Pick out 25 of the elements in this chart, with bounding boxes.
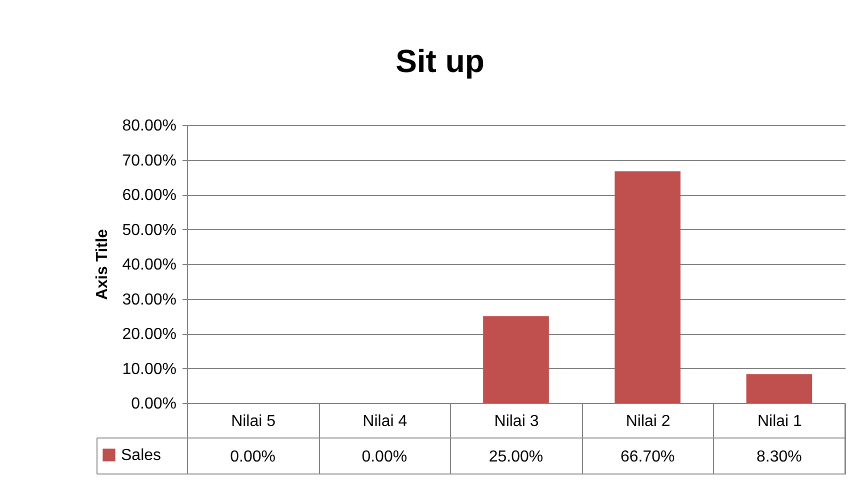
data-label: 0.00% [230, 448, 276, 466]
bar [614, 171, 680, 403]
data-label: 25.00% [488, 448, 544, 466]
bar [746, 374, 812, 403]
y-tick-label: 30.00% [122, 291, 176, 308]
y-axis-title: Axis Title [94, 228, 112, 300]
y-tick-label: 20.00% [122, 326, 176, 343]
data-label: 66.70% [620, 448, 675, 466]
x-tick-label: Nilai 5 [231, 413, 276, 430]
data-label: 0.00% [362, 448, 408, 466]
y-tick-label: 60.00% [122, 187, 176, 204]
x-tick-label: Nilai 1 [757, 413, 802, 430]
bar [483, 316, 549, 403]
x-tick-label: Nilai 4 [362, 413, 408, 430]
y-tick-label: 40.00% [122, 256, 176, 274]
x-tick-label: Nilai 3 [494, 413, 539, 430]
x-tick-label: Nilai 2 [626, 413, 670, 430]
data-label: 8.30% [756, 448, 802, 466]
y-tick-label: 70.00% [122, 152, 176, 170]
y-tick-label: 50.00% [122, 222, 176, 239]
y-tick-label: 80.00% [122, 118, 176, 134]
chart-title: Sit up [396, 43, 484, 79]
y-tick-label: 10.00% [122, 360, 176, 378]
y-tick-label: 0.00% [131, 396, 176, 412]
legend-label: Sales [121, 447, 162, 464]
